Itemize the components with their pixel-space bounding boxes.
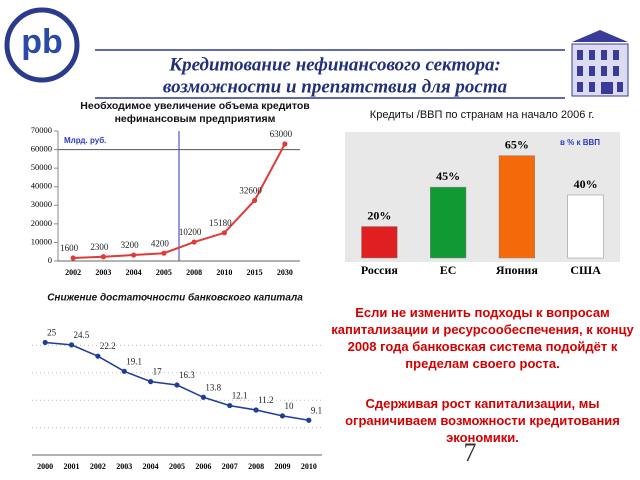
value-label: 16.3	[179, 370, 195, 380]
value-label: 24.5	[74, 330, 90, 340]
y-tick-label: 10000	[31, 236, 52, 246]
y-tick-label: 0	[48, 255, 52, 265]
value-label: 32600	[239, 186, 262, 196]
value-label: 25	[47, 328, 57, 338]
x-tick-label: 2008	[186, 268, 202, 277]
x-tick-label: 2003	[95, 268, 111, 277]
point	[100, 254, 106, 260]
value-label: 19.1	[126, 356, 142, 366]
bar	[430, 186, 467, 259]
value-label: 10	[284, 401, 294, 411]
point	[253, 407, 259, 413]
logo-text: pb	[21, 23, 63, 61]
value-label: 40%	[574, 177, 598, 191]
y-tick-label: 20000	[31, 218, 52, 228]
note: Если не изменить подходы к вопросам капи…	[331, 305, 634, 371]
line-series	[45, 341, 309, 422]
point	[191, 239, 197, 245]
y-label: Млрд. руб.	[64, 136, 106, 145]
x-tick-label: 2005	[156, 268, 172, 277]
x-tick-label: 2010	[301, 462, 317, 471]
point	[70, 255, 76, 261]
value-label: 15180	[209, 218, 232, 228]
x-tick-label: 2004	[143, 462, 159, 471]
page-number: 7	[464, 438, 477, 467]
bar	[361, 226, 398, 259]
value-label: 20%	[367, 208, 391, 222]
value-label: 1600	[60, 243, 79, 253]
value-label: 4200	[151, 238, 170, 248]
x-tick-label: 2006	[195, 462, 211, 471]
x-tick-label: 2000	[37, 462, 53, 471]
point	[161, 250, 167, 256]
line-series	[73, 143, 286, 260]
point	[95, 353, 101, 359]
value-label: 63000	[270, 129, 293, 139]
value-label: 11.2	[258, 395, 273, 405]
value-label: 3200	[121, 240, 140, 250]
y-tick-label: 60000	[31, 144, 52, 154]
x-tick-label: 2004	[126, 268, 142, 277]
y-tick-label: 40000	[31, 181, 52, 191]
chart-title: Кредиты /ВВП по странам на начало 2006 г…	[370, 109, 594, 121]
y-tick-label: 30000	[31, 199, 52, 209]
x-tick-label: 2002	[90, 462, 106, 471]
x-tick-label: Россия	[361, 263, 399, 277]
chart-title: нефинансовым предприятиям	[115, 113, 276, 125]
point	[200, 394, 206, 400]
value-label: 65%	[505, 137, 529, 151]
point	[279, 413, 286, 419]
value-label: 13.8	[205, 382, 221, 392]
point	[131, 252, 137, 258]
slide-title: возможности и препятствия для роста	[163, 76, 508, 97]
value-label: 45%	[436, 169, 460, 183]
point	[221, 230, 227, 236]
point	[68, 342, 75, 348]
bar	[567, 194, 604, 259]
point	[148, 379, 154, 385]
note: Сдерживая рост капитализации, мы огранич…	[345, 396, 620, 445]
point	[252, 197, 258, 204]
point	[174, 382, 180, 388]
bar	[498, 155, 535, 259]
value-label: 12.1	[232, 391, 248, 401]
value-label: 17	[153, 367, 163, 377]
point	[42, 339, 48, 346]
chart-title: Снижение достаточности банковского капит…	[47, 292, 303, 304]
x-tick-label: 2010	[216, 268, 232, 277]
point	[282, 141, 288, 147]
x-tick-label: 2009	[274, 462, 290, 471]
x-tick-label: США	[570, 263, 601, 277]
value-label: 2300	[90, 242, 109, 252]
building-icon	[571, 30, 629, 97]
x-tick-label: 2015	[247, 268, 263, 277]
value-label: 10200	[179, 227, 202, 237]
slide-title: Кредитование нефинансового сектора:	[168, 54, 501, 75]
x-tick-label: 2005	[169, 462, 185, 471]
chart-title: Необходимое увеличение объема кредитов	[80, 100, 310, 112]
value-label: 22.2	[100, 341, 116, 351]
y-tick-label: 50000	[31, 162, 52, 172]
x-tick-label: 2003	[116, 462, 132, 471]
x-tick-label: 2007	[222, 462, 238, 471]
point	[227, 402, 233, 409]
point	[121, 368, 127, 374]
x-tick-label: 2001	[64, 462, 80, 471]
x-tick-label: 2008	[248, 462, 264, 471]
value-label: 9.1	[311, 405, 322, 415]
x-tick-label: 2030	[277, 268, 293, 277]
unit-note: в % к ВВП	[560, 138, 600, 147]
x-tick-label: Япония	[496, 263, 538, 277]
x-tick-label: 2002	[65, 268, 81, 277]
logo-ring	[4, 7, 80, 83]
point	[306, 417, 312, 423]
y-tick-label: 70000	[31, 125, 52, 135]
x-tick-label: ЕС	[440, 263, 457, 277]
